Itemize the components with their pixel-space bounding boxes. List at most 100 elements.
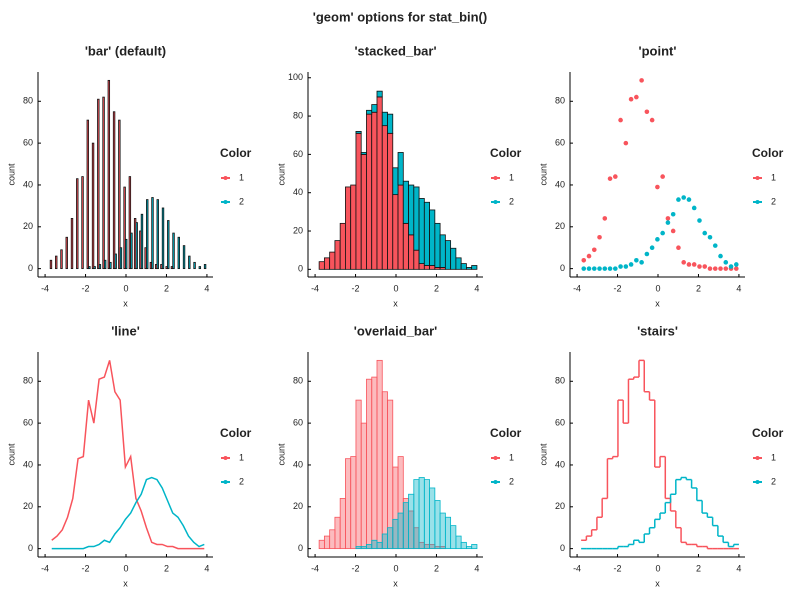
point xyxy=(623,264,629,269)
bar xyxy=(114,253,117,270)
legend-label: 2 xyxy=(239,196,244,206)
legend-title: Color xyxy=(752,426,784,440)
bar-segment xyxy=(392,167,399,196)
point xyxy=(670,211,676,217)
bar xyxy=(76,178,79,270)
point xyxy=(618,117,623,123)
bar-segment xyxy=(387,113,394,134)
bar xyxy=(91,142,95,270)
y-tick-label: 20 xyxy=(293,501,303,511)
line xyxy=(51,360,205,550)
point xyxy=(649,117,655,123)
bar xyxy=(128,176,132,270)
point xyxy=(686,197,692,202)
bar xyxy=(93,266,96,270)
point xyxy=(734,262,739,267)
bar-segment xyxy=(429,265,436,270)
bar xyxy=(88,266,91,270)
x-tick-label: 2 xyxy=(696,563,701,573)
bar xyxy=(102,96,105,270)
bar xyxy=(387,527,394,550)
subplot-title: 'overlaid_bar' xyxy=(354,323,438,338)
bar-segment xyxy=(318,261,325,270)
point xyxy=(691,262,697,267)
point xyxy=(707,266,713,271)
x-axis-label: x xyxy=(655,298,660,308)
point xyxy=(660,230,665,236)
bar xyxy=(355,399,362,550)
point xyxy=(607,266,613,271)
y-tick-label: 20 xyxy=(555,221,565,231)
point xyxy=(628,262,634,267)
point xyxy=(613,266,618,271)
bar-segment xyxy=(434,222,441,268)
y-tick-label: 20 xyxy=(23,221,33,231)
bar xyxy=(413,479,420,550)
x-tick-label: 0 xyxy=(123,283,128,293)
bar xyxy=(55,255,58,270)
bar xyxy=(172,232,175,270)
bar xyxy=(350,456,357,550)
bar xyxy=(318,539,325,550)
bar xyxy=(81,176,84,270)
x-tick-label: 0 xyxy=(393,563,398,573)
x-tick-label: -4 xyxy=(311,283,319,293)
legend-marker xyxy=(493,200,498,204)
bar-segment xyxy=(376,96,383,270)
legend-marker xyxy=(493,176,498,180)
legend-label: 1 xyxy=(239,452,244,462)
legend-label: 1 xyxy=(771,172,776,182)
bar xyxy=(156,199,159,270)
y-tick-label: 0 xyxy=(28,543,33,553)
point xyxy=(702,264,708,269)
bar-segment xyxy=(402,180,409,224)
y-tick-label: 60 xyxy=(23,417,33,427)
bar-segment xyxy=(471,265,478,270)
y-tick-label: 40 xyxy=(23,459,33,469)
point xyxy=(681,195,686,200)
bar xyxy=(371,376,378,550)
x-tick-label: 2 xyxy=(164,563,169,573)
point xyxy=(718,253,723,259)
y-tick-label: 0 xyxy=(298,264,303,274)
point xyxy=(723,260,729,265)
y-axis-label: count xyxy=(6,443,16,466)
y-axis-label: count xyxy=(538,443,548,466)
x-axis-label: x xyxy=(393,298,398,308)
y-tick-label: 20 xyxy=(293,225,303,235)
legend-label: 1 xyxy=(771,452,776,462)
y-tick-label: 80 xyxy=(23,96,33,106)
point xyxy=(623,140,629,146)
x-tick-label: 4 xyxy=(736,283,741,293)
y-axis-label: count xyxy=(276,163,286,186)
x-axis-label: x xyxy=(123,298,128,308)
bar xyxy=(360,422,367,550)
y-axis-label: count xyxy=(276,443,286,466)
bar xyxy=(381,391,388,550)
legend-marker xyxy=(223,456,228,460)
legend-title: Color xyxy=(490,426,522,440)
bar xyxy=(323,535,331,550)
y-tick-label: 80 xyxy=(555,96,565,106)
point xyxy=(691,205,697,211)
legend-marker xyxy=(755,200,760,204)
bar xyxy=(177,236,180,270)
bar-segment xyxy=(329,251,336,270)
legend-marker xyxy=(223,200,228,204)
point xyxy=(639,260,644,265)
point xyxy=(718,266,723,271)
legend-label: 2 xyxy=(771,196,776,206)
bar xyxy=(392,518,399,550)
bar-segment xyxy=(387,132,394,270)
point xyxy=(707,234,713,240)
y-tick-label: 60 xyxy=(555,137,565,147)
bar xyxy=(471,544,478,550)
point xyxy=(607,176,613,181)
bar xyxy=(439,512,446,550)
x-tick-label: -4 xyxy=(573,283,581,293)
